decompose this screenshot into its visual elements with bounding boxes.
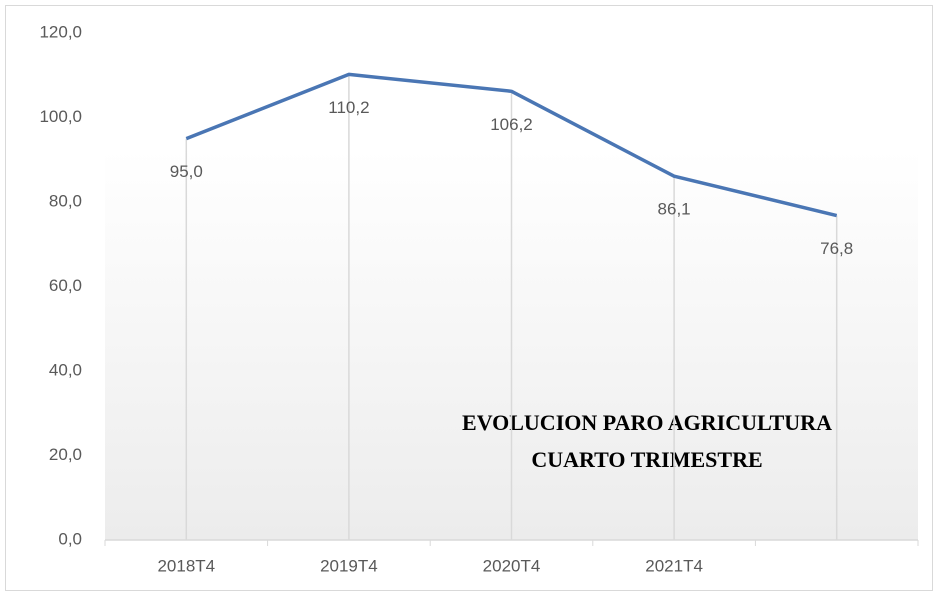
y-tick-label: 0,0 (58, 529, 82, 548)
y-tick-label: 20,0 (49, 445, 82, 464)
x-tick-label: 2020T4 (483, 556, 541, 575)
data-label: 76,8 (820, 239, 853, 258)
data-label: 86,1 (658, 200, 691, 219)
y-tick-label: 80,0 (49, 191, 82, 210)
data-line (185, 72, 838, 218)
data-label: 106,2 (490, 115, 533, 134)
y-tick-label: 40,0 (49, 360, 82, 379)
chart-title: EVOLUCION PARO AGRICULTURA (462, 410, 832, 435)
y-tick-label: 60,0 (49, 276, 82, 295)
data-label: 110,2 (328, 98, 369, 117)
x-tick-label: 2021T4 (645, 556, 703, 575)
y-tick-label: 100,0 (39, 107, 82, 126)
data-label: 95,0 (170, 162, 203, 181)
x-tick-label: 2019T4 (320, 556, 378, 575)
chart-title: CUARTO TRIMESTRE (531, 447, 762, 472)
y-tick-label: 120,0 (39, 22, 82, 41)
x-tick-label: 2018T4 (157, 556, 215, 575)
